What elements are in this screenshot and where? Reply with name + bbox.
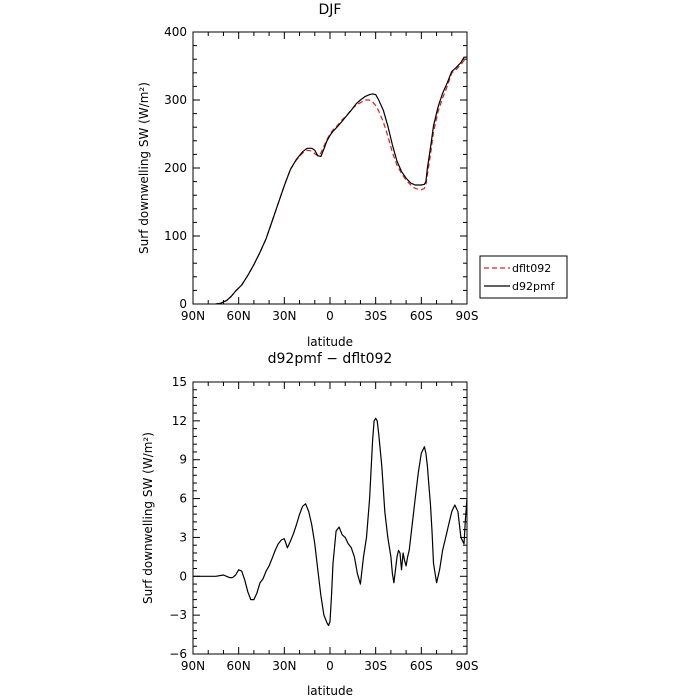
- series-line-d92pmf: [215, 56, 467, 304]
- y-tick-label: 0: [179, 297, 187, 311]
- y-tick-label: 400: [164, 25, 187, 39]
- y-tick-label: −3: [169, 608, 187, 622]
- y-tick-label: 3: [179, 530, 187, 544]
- series-line-dflt092: [215, 60, 467, 304]
- y-axis-label: Surf downwelling SW (W/m²): [141, 432, 155, 604]
- y-tick-label: 6: [179, 492, 187, 506]
- bottom-panel-difference: 90N 60N 30N 0 30S 60S 90S −6 −3 0 3 6 9 12 15 d92pmf − …: [141, 351, 478, 698]
- x-tick-label: 30N: [272, 309, 296, 323]
- x-tick-label: 60N: [227, 309, 251, 323]
- legend-label-dflt092: dflt092: [512, 262, 551, 275]
- x-axis-label: latitude: [307, 335, 353, 349]
- series-lines: [215, 56, 467, 304]
- legend: dflt092 d92pmf: [479, 255, 568, 299]
- plot-frame: [192, 31, 468, 305]
- series-lines: [193, 417, 467, 627]
- x-tick-label: 30S: [364, 659, 387, 673]
- legend-label-d92pmf: d92pmf: [512, 280, 556, 293]
- legend-box: [479, 255, 568, 299]
- x-tick-label: 0: [326, 659, 334, 673]
- x-axis-label: latitude: [307, 684, 353, 698]
- chart-title: DJF: [319, 2, 342, 18]
- y-axis-label: Surf downwelling SW (W/m²): [137, 82, 151, 254]
- y-tick-label: 0: [179, 569, 187, 583]
- y-tick-label: 12: [172, 414, 187, 428]
- top-panel-djf: 90N 60N 30N 0 30S 60S 90S 0 100 200 300 400 DJF latit…: [137, 2, 568, 349]
- x-tick-label: 0: [326, 309, 334, 323]
- y-tick-label: −6: [169, 647, 187, 661]
- x-tick-label: 60N: [227, 659, 251, 673]
- x-tick-label: 60S: [410, 659, 433, 673]
- y-tick-label: 15: [172, 375, 187, 389]
- x-tick-label: 90N: [181, 309, 205, 323]
- y-tick-label: 9: [179, 453, 187, 467]
- series-line-series-0: [193, 417, 467, 627]
- x-tick-label: 30S: [364, 309, 387, 323]
- x-tick-label: 30N: [272, 659, 296, 673]
- chart-title: d92pmf − dflt092: [268, 351, 393, 367]
- y-tick-label: 300: [164, 93, 187, 107]
- x-tick-label: 90S: [456, 309, 479, 323]
- y-tick-label: 200: [164, 161, 187, 175]
- x-tick-label: 90N: [181, 659, 205, 673]
- y-tick-label: 100: [164, 229, 187, 243]
- x-tick-label: 60S: [410, 309, 433, 323]
- x-tick-label: 90S: [456, 659, 479, 673]
